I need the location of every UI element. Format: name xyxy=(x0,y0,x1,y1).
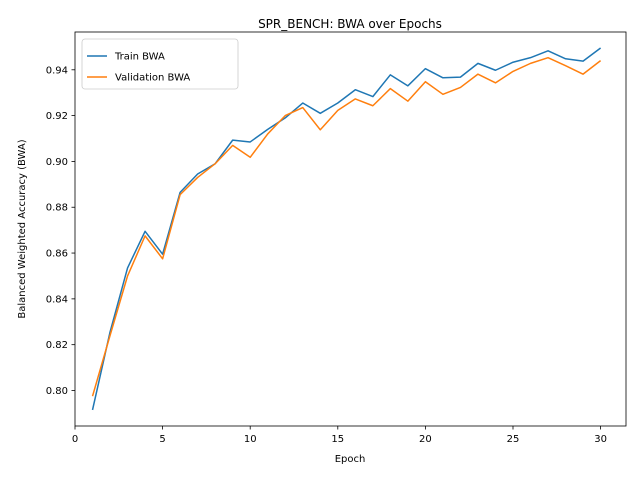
y-tick-label: 0.80 xyxy=(46,386,68,397)
y-tick-label: 0.94 xyxy=(46,65,68,76)
y-tick-label: 0.92 xyxy=(46,111,68,122)
legend-label: Validation BWA xyxy=(115,73,190,84)
y-tick-label: 0.82 xyxy=(46,340,68,351)
series-line-validation xyxy=(91,56,602,397)
axes-frame xyxy=(74,31,627,427)
y-tick-label: 0.88 xyxy=(46,203,68,214)
y-axis-title: Balanced Weighted Accuracy (BWA) xyxy=(17,139,28,318)
x-tick-label: 10 xyxy=(244,434,257,445)
y-tick-label: 0.86 xyxy=(46,249,68,260)
x-tick-label: 15 xyxy=(331,434,344,445)
x-tick-label: 30 xyxy=(594,434,607,445)
x-tick-label: 0 xyxy=(72,434,78,445)
legend: Train BWA Validation BWA xyxy=(81,38,239,90)
plot-area xyxy=(91,47,602,411)
x-tick-label: 5 xyxy=(159,434,165,445)
x-axis-title: Epoch xyxy=(335,454,366,465)
legend-label: Train BWA xyxy=(114,52,165,63)
y-tick-label: 0.84 xyxy=(46,294,68,305)
y-axis: 0.80 0.82 0.84 0.86 0.88 0.90 0.92 0.94 xyxy=(46,65,75,397)
x-tick-label: 25 xyxy=(507,434,520,445)
x-axis: 0 5 10 15 20 25 30 xyxy=(72,426,607,445)
y-tick-label: 0.90 xyxy=(46,157,68,168)
x-tick-label: 20 xyxy=(419,434,432,445)
legend-box xyxy=(81,38,239,90)
chart-title: SPR_BENCH: BWA over Epochs xyxy=(258,17,442,31)
